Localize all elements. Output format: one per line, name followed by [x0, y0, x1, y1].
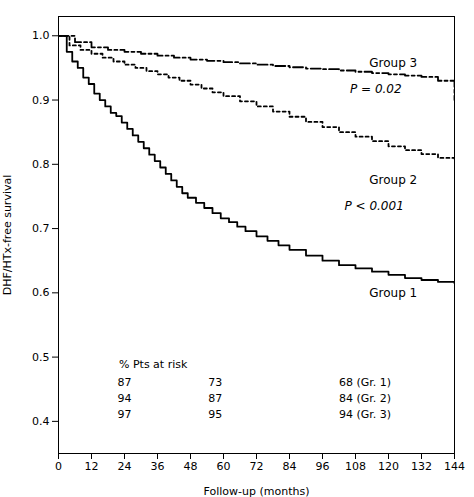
- svg-text:84 (Gr. 2): 84 (Gr. 2): [339, 392, 391, 405]
- svg-text:87: 87: [118, 376, 132, 389]
- svg-text:48: 48: [184, 460, 198, 473]
- svg-text:0.9: 0.9: [32, 94, 50, 107]
- svg-text:108: 108: [345, 460, 366, 473]
- svg-text:Follow-up (months): Follow-up (months): [204, 485, 310, 497]
- svg-text:0.6: 0.6: [32, 286, 50, 299]
- svg-text:60: 60: [217, 460, 231, 473]
- svg-text:P = 0.02: P = 0.02: [350, 82, 402, 96]
- svg-text:68 (Gr. 1): 68 (Gr. 1): [339, 376, 391, 389]
- svg-text:73: 73: [208, 376, 222, 389]
- svg-text:94 (Gr. 3): 94 (Gr. 3): [339, 408, 391, 421]
- svg-text:0: 0: [55, 460, 62, 473]
- svg-text:87: 87: [208, 392, 222, 405]
- svg-text:Group 1: Group 1: [369, 286, 417, 300]
- svg-text:84: 84: [283, 460, 297, 473]
- svg-text:94: 94: [118, 392, 132, 405]
- svg-text:Group 3: Group 3: [369, 56, 417, 70]
- svg-text:12: 12: [85, 460, 99, 473]
- svg-text:Group 2: Group 2: [369, 173, 417, 187]
- svg-text:% Pts at risk: % Pts at risk: [119, 358, 188, 371]
- svg-text:120: 120: [378, 460, 399, 473]
- svg-text:97: 97: [118, 408, 132, 421]
- svg-text:36: 36: [151, 460, 165, 473]
- svg-text:0.7: 0.7: [32, 222, 50, 235]
- svg-text:72: 72: [250, 460, 264, 473]
- svg-text:P < 0.001: P < 0.001: [345, 199, 404, 213]
- svg-text:132: 132: [411, 460, 432, 473]
- svg-text:95: 95: [208, 408, 222, 421]
- svg-text:144: 144: [444, 460, 465, 473]
- svg-text:0.8: 0.8: [32, 158, 50, 171]
- svg-text:0.5: 0.5: [32, 351, 50, 364]
- svg-text:DHF/HTx-free survival: DHF/HTx-free survival: [1, 175, 14, 296]
- svg-text:96: 96: [316, 460, 330, 473]
- svg-text:1.0: 1.0: [32, 29, 50, 42]
- svg-text:24: 24: [118, 460, 132, 473]
- svg-text:0.4: 0.4: [32, 415, 50, 428]
